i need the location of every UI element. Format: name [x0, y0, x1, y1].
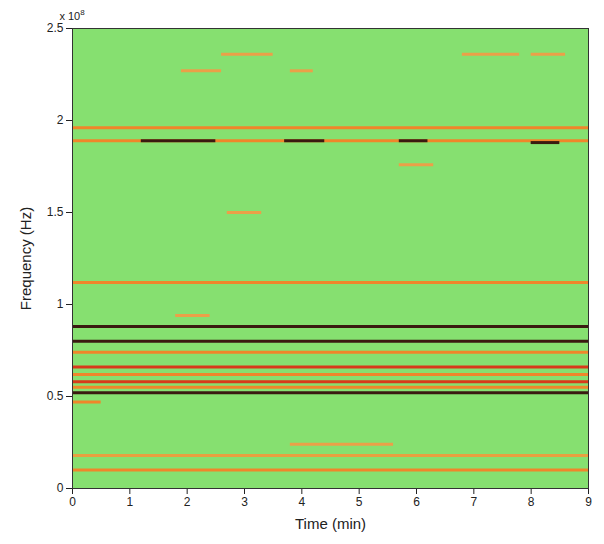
svg-text:4: 4 [298, 495, 305, 509]
svg-text:6: 6 [413, 495, 420, 509]
svg-text:0: 0 [57, 481, 64, 495]
svg-text:2: 2 [57, 113, 64, 127]
svg-text:Time (min): Time (min) [295, 515, 366, 532]
svg-text:2.5: 2.5 [47, 21, 64, 35]
svg-text:9: 9 [585, 495, 592, 509]
svg-text:1: 1 [126, 495, 133, 509]
svg-text:7: 7 [470, 495, 477, 509]
svg-text:0: 0 [69, 495, 76, 509]
svg-text:1.5: 1.5 [47, 205, 64, 219]
svg-text:1: 1 [57, 297, 64, 311]
svg-text:0.5: 0.5 [47, 389, 64, 403]
svg-text:3: 3 [241, 495, 248, 509]
svg-text:Frequency (Hz): Frequency (Hz) [17, 207, 34, 310]
svg-text:2: 2 [184, 495, 191, 509]
svg-text:8: 8 [528, 495, 535, 509]
svg-text:x 108: x 108 [59, 8, 85, 22]
svg-text:5: 5 [356, 495, 363, 509]
